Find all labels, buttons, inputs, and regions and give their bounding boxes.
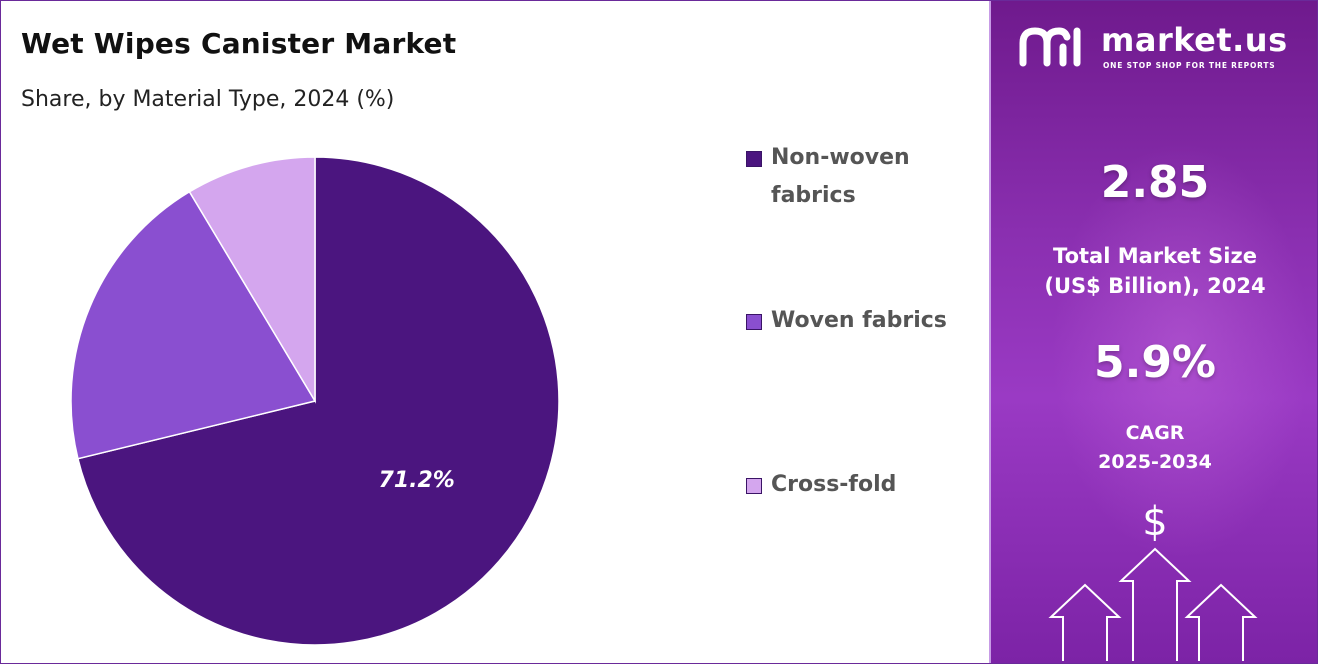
legend-label: Woven fabrics xyxy=(771,308,947,333)
chart-subtitle: Share, by Material Type, 2024 (%) xyxy=(21,87,395,112)
up-arrow-icon xyxy=(1184,583,1258,661)
legend-label: Cross-fold xyxy=(771,472,897,497)
market-size-label-line2: (US$ Billion), 2024 xyxy=(1044,274,1266,298)
logo-icon xyxy=(1019,27,1081,67)
legend-item-non-woven: Non-woven fabrics xyxy=(746,139,971,215)
market-size-label-line1: Total Market Size xyxy=(1053,244,1257,268)
market-size-value: 2.85 xyxy=(1100,157,1210,208)
legend-item-cross-fold: Cross-fold xyxy=(746,466,971,504)
chart-title: Wet Wipes Canister Market xyxy=(21,27,457,60)
brand-tagline: ONE STOP SHOP FOR THE REPORTS xyxy=(1103,61,1276,70)
pie-slice-woven xyxy=(70,190,317,460)
cagr-label-line1: CAGR xyxy=(1125,422,1185,444)
brand-logo: market.us ONE STOP SHOP FOR THE REPORTS xyxy=(1019,21,1309,71)
legend-swatch xyxy=(746,151,762,167)
pie-slice-cross-fold xyxy=(188,156,316,404)
growth-arrows xyxy=(1048,547,1258,661)
pie-chart: 71.2% xyxy=(70,156,560,646)
cagr-value: 5.9% xyxy=(1093,337,1217,388)
dollar-icon: $ xyxy=(1142,499,1168,545)
up-arrow-icon xyxy=(1048,583,1122,661)
pie-data-label: 71.2% xyxy=(379,468,455,493)
legend-label: Non-woven fabrics xyxy=(771,145,910,208)
legend-swatch xyxy=(746,478,762,494)
brand-name: market.us xyxy=(1101,21,1288,59)
up-arrow-icon xyxy=(1118,547,1192,661)
pie-slice-non-woven xyxy=(77,156,560,646)
legend-swatch xyxy=(746,314,762,330)
cagr-label-line2: 2025-2034 xyxy=(1098,451,1212,473)
legend-item-woven: Woven fabrics xyxy=(746,302,971,340)
background-glow xyxy=(1051,141,1311,561)
chart-panel: Wet Wipes Canister Market Share, by Mate… xyxy=(1,1,987,663)
summary-sidebar: market.us ONE STOP SHOP FOR THE REPORTS … xyxy=(989,1,1317,663)
